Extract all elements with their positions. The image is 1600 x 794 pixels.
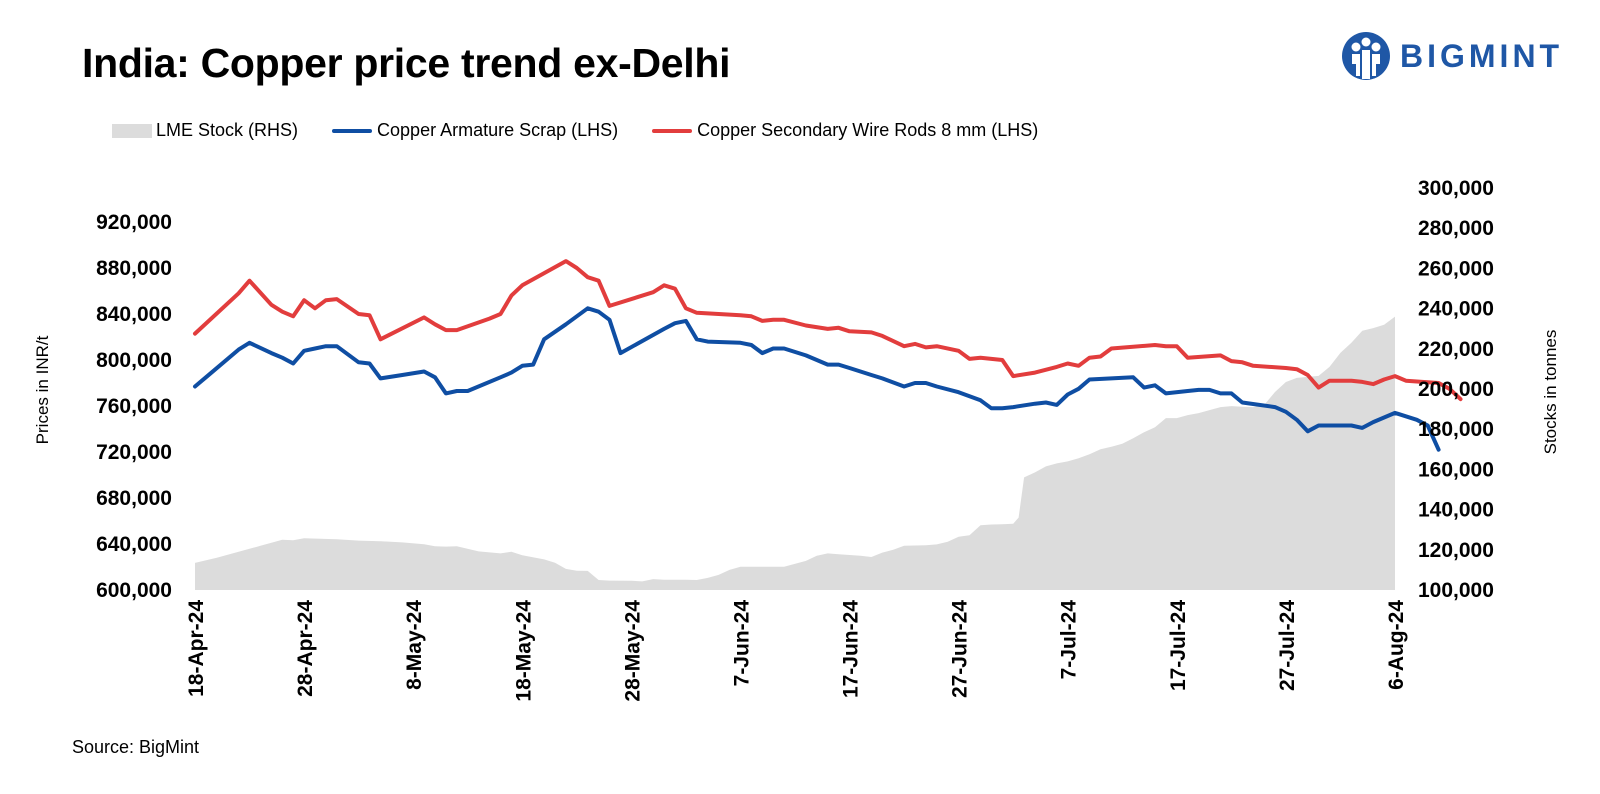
x-tick-label: 28-May-24	[621, 600, 644, 702]
legend-label-rods: Copper Secondary Wire Rods 8 mm (LHS)	[697, 120, 1039, 140]
series-area-lme-stock	[195, 316, 1395, 590]
y-left-tick-label: 920,000	[96, 211, 172, 234]
x-tick-label: 7-Jul-24	[1058, 600, 1081, 680]
y-left-tick-label: 760,000	[96, 395, 172, 418]
y-right-tick-label: 260,000	[1418, 257, 1494, 280]
y-right-axis-title: Stocks in tonnes	[1541, 330, 1560, 455]
legend-swatch-rods	[652, 128, 693, 133]
x-tick-label: 6-Aug-24	[1385, 600, 1408, 690]
x-tick-label: 18-May-24	[512, 600, 535, 702]
y-left-tick-label: 840,000	[96, 303, 172, 326]
y-left-tick-label: 720,000	[96, 441, 172, 464]
x-tick-label: 17-Jun-24	[840, 600, 863, 698]
legend-swatch-lme	[112, 123, 152, 138]
y-right-tick-label: 300,000	[1418, 177, 1494, 200]
y-left-tick-label: 680,000	[96, 487, 172, 510]
legend-swatch-scrap	[332, 128, 373, 133]
y-right-tick-label: 160,000	[1418, 458, 1494, 481]
y-left-tick-label: 800,000	[96, 349, 172, 372]
y-right-tick-label: 180,000	[1418, 418, 1494, 441]
source-note: Source: BigMint	[72, 737, 200, 757]
legend-label-lme: LME Stock (RHS)	[156, 120, 299, 140]
y-left-tick-label: 640,000	[96, 533, 172, 556]
logo-wordmark: BIGMINT	[1400, 38, 1564, 74]
x-tick-label: 17-Jul-24	[1167, 600, 1190, 691]
y-left-tick-label: 880,000	[96, 257, 172, 280]
brand-logo: BIGMINT	[1340, 30, 1580, 82]
legend-item-scrap: Copper Armature Scrap (LHS)	[332, 120, 618, 141]
series-line-wire-rods	[193, 259, 1463, 402]
chart-title: India: Copper price trend ex-Delhi	[82, 40, 731, 86]
x-tick-label: 18-Apr-24	[185, 600, 208, 697]
y-left-tick-label: 600,000	[96, 579, 172, 602]
y-right-tick-label: 140,000	[1418, 499, 1494, 522]
chart-legend: LME Stock (RHS) Copper Armature Scrap (L…	[112, 120, 1072, 141]
x-tick-label: 8-May-24	[403, 600, 426, 690]
y-right-tick-label: 120,000	[1418, 539, 1494, 562]
bigmint-logo-icon	[1342, 32, 1390, 80]
x-tick-label: 7-Jun-24	[730, 600, 753, 687]
x-tick-label: 27-Jul-24	[1276, 600, 1299, 691]
legend-item-lme: LME Stock (RHS)	[112, 120, 298, 141]
y-left-axis-title: Prices in INR/t	[33, 335, 52, 444]
x-tick-label: 27-Jun-24	[949, 600, 972, 698]
y-right-tick-label: 220,000	[1418, 338, 1494, 361]
y-right-tick-label: 240,000	[1418, 298, 1494, 321]
x-tick-label: 28-Apr-24	[294, 600, 317, 697]
y-right-tick-label: 100,000	[1418, 579, 1494, 602]
legend-label-scrap: Copper Armature Scrap (LHS)	[377, 120, 619, 140]
y-right-tick-label: 280,000	[1418, 217, 1494, 240]
series-line-armature-scrap	[193, 306, 1441, 452]
y-right-tick-label: 200,000	[1418, 378, 1494, 401]
legend-item-rods: Copper Secondary Wire Rods 8 mm (LHS)	[652, 120, 1038, 141]
